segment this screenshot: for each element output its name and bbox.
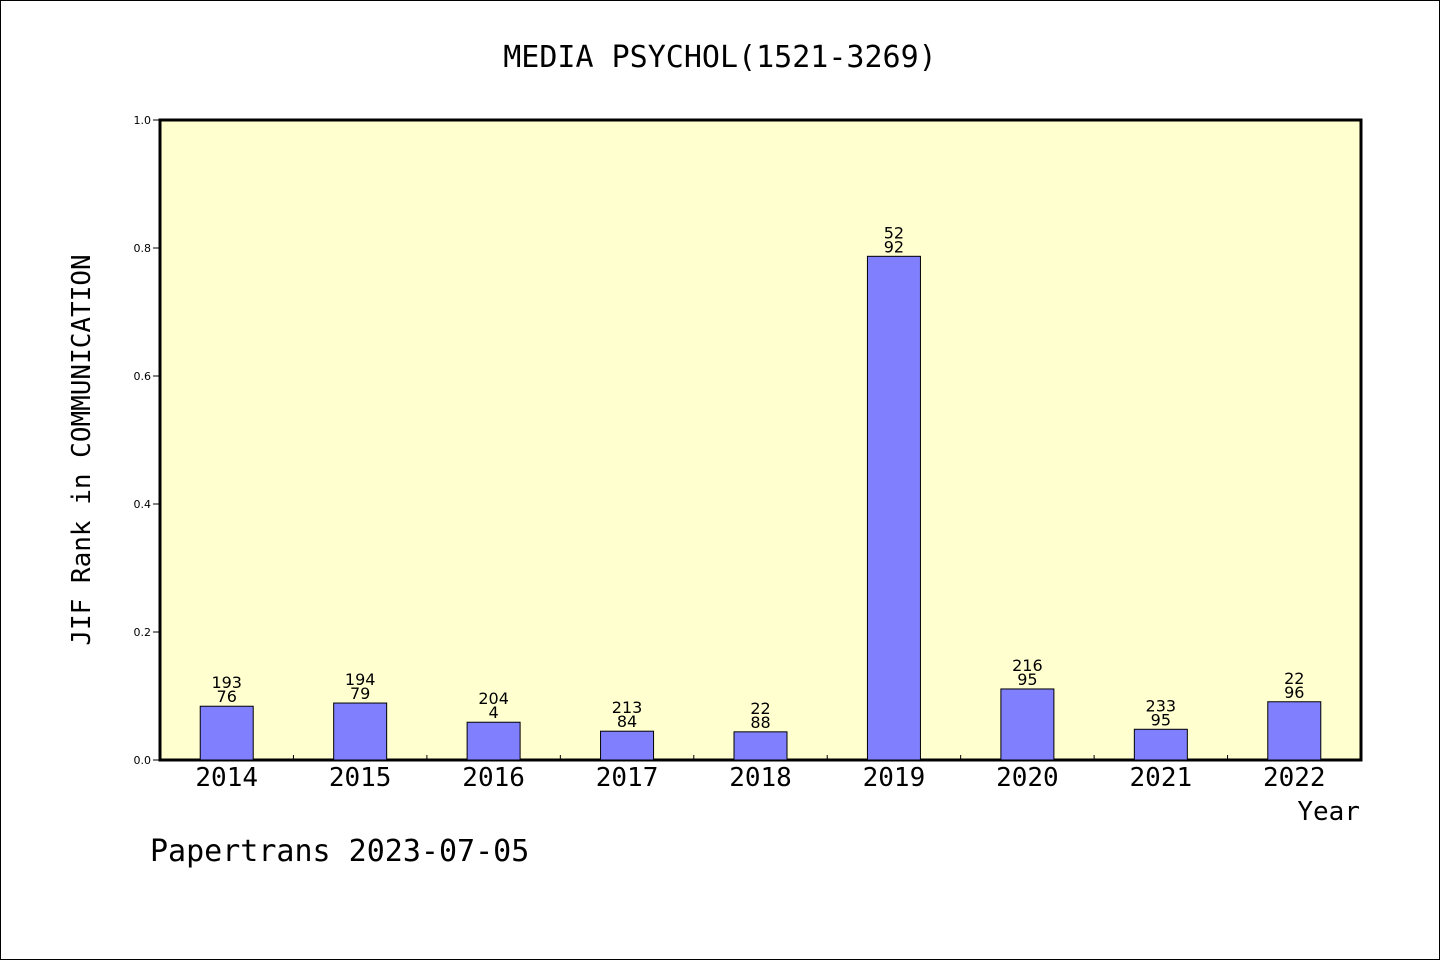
x-tick-label: 2015 xyxy=(329,763,392,793)
bar-label-total: 79 xyxy=(350,684,370,703)
bar-label-total: 84 xyxy=(617,712,637,731)
bar-label-total: 92 xyxy=(884,237,904,256)
x-tick-label: 2020 xyxy=(996,763,1059,793)
y-tick-label: 0.0 xyxy=(134,754,152,767)
bar-label-rank: 22 xyxy=(1284,669,1304,688)
bar-label-rank: 52 xyxy=(884,223,904,242)
y-tick-label: 0.4 xyxy=(134,498,152,511)
bar-2020 xyxy=(1000,688,1055,761)
bar-2022 xyxy=(1267,701,1322,761)
x-tick-label: 2019 xyxy=(863,763,926,793)
y-tick-label: 0.2 xyxy=(134,626,152,639)
bar-label-total: 88 xyxy=(750,713,770,732)
bar-2015 xyxy=(333,702,388,761)
y-axis-title: JIF Rank in COMMUNICATION xyxy=(67,254,97,645)
x-tick-label: 2022 xyxy=(1263,763,1326,793)
bar-2018 xyxy=(733,731,788,761)
bar-label-rank: 22 xyxy=(750,699,770,718)
bar-label-rank: 194 xyxy=(345,670,376,689)
plot-area xyxy=(158,118,1363,762)
bar-label-total: 4 xyxy=(489,703,499,722)
y-axis: 0.0 0.2 0.4 0.6 0.8 1.0 xyxy=(134,114,160,767)
bar-label-total: 95 xyxy=(1017,670,1037,689)
bar-2019 xyxy=(866,255,921,761)
x-tick-label: 2014 xyxy=(195,763,258,793)
x-tick-label: 2017 xyxy=(596,763,659,793)
bar-label-total: 95 xyxy=(1151,710,1171,729)
bar-label-total: 96 xyxy=(1284,683,1304,702)
bar-label-rank: 233 xyxy=(1146,696,1177,715)
chart-title: MEDIA PSYCHOL(1521-3269) xyxy=(503,40,936,75)
x-axis-title: Year xyxy=(1297,797,1360,827)
x-tick-label: 2018 xyxy=(729,763,792,793)
footer-credit: Papertrans 2023-07-05 xyxy=(150,834,530,869)
x-tick-label: 2021 xyxy=(1130,763,1193,793)
y-tick-label: 1.0 xyxy=(134,114,152,127)
y-tick-label: 0.6 xyxy=(134,370,152,383)
bar-2016 xyxy=(466,721,521,761)
bar-label-total: 76 xyxy=(217,687,237,706)
bar-label-rank: 213 xyxy=(612,698,643,717)
y-tick-label: 0.8 xyxy=(134,242,152,255)
x-axis: 2014 2015 2016 2017 2018 2019 2020 2021 2022 xyxy=(195,755,1326,793)
bar-2021 xyxy=(1133,728,1188,761)
bar-label-rank: 216 xyxy=(1012,656,1043,675)
bar-label-rank: 193 xyxy=(211,673,242,692)
bar-2014 xyxy=(199,705,254,761)
bar-label-rank: 204 xyxy=(478,689,509,708)
x-tick-label: 2016 xyxy=(462,763,525,793)
bar-2017 xyxy=(600,730,655,761)
bars xyxy=(199,255,1322,761)
